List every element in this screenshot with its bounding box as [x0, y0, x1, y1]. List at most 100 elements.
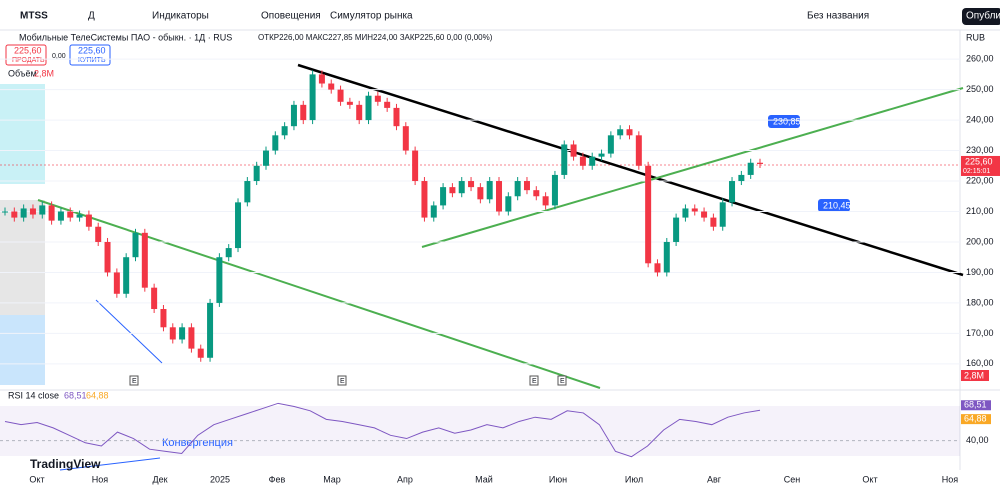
rsi-value-box [961, 400, 991, 411]
interval[interactable]: Д [88, 11, 95, 22]
x-tick-label: Окт [862, 474, 877, 484]
x-tick-label: Сен [784, 474, 801, 484]
trendline [59, 457, 161, 471]
candle [384, 101, 391, 108]
trendline [37, 199, 601, 389]
spread: 0,00 [52, 53, 66, 60]
candle [505, 196, 512, 212]
candle [458, 181, 465, 194]
candle [85, 214, 92, 227]
candle [645, 165, 652, 264]
logo: TradingView [30, 457, 101, 471]
candle [104, 241, 111, 273]
volume-value: 2,8M [34, 68, 54, 78]
candle [710, 217, 717, 227]
rsi-label: RSI 14 close [8, 390, 59, 400]
y-tick-label: 250,00 [966, 84, 994, 94]
y-tick-label: 240,00 [966, 114, 994, 124]
candle [635, 135, 642, 166]
candle [197, 348, 204, 358]
countdown: 02:15:01 [963, 168, 990, 175]
replay[interactable]: Симулятор рынка [330, 11, 413, 22]
sell-price[interactable]: 225,60 [14, 45, 42, 55]
candle [141, 232, 148, 288]
x-tick-label: Ноя [942, 474, 959, 484]
y-tick-label: 210,00 [966, 206, 994, 216]
symbol[interactable]: MTSS [20, 11, 48, 22]
candle [67, 211, 74, 218]
publish-button[interactable] [962, 8, 1000, 25]
candle [2, 211, 8, 213]
candle [337, 89, 344, 102]
price-note-text: 210,45 [823, 200, 851, 210]
alerts[interactable]: Оповещения [261, 11, 321, 22]
earnings: E [560, 378, 565, 385]
y-tick-label: 200,00 [966, 236, 994, 246]
profile-box [0, 200, 45, 315]
candle [440, 187, 447, 206]
price-note-text: 230,85 [773, 116, 801, 126]
price-note [818, 199, 850, 212]
last-price: 225,60 [965, 156, 993, 166]
buy-button[interactable] [69, 44, 111, 66]
trendline [95, 299, 163, 364]
candle [449, 187, 456, 194]
candle [626, 129, 633, 136]
y-tick-label: 230,00 [966, 145, 994, 155]
candle [561, 144, 568, 175]
candle [496, 181, 503, 212]
trendline [297, 63, 964, 277]
candle [598, 153, 605, 157]
buy[interactable]: КУПИТЬ [78, 57, 106, 64]
publish[interactable]: Опубликовать [966, 10, 1000, 22]
candle [356, 104, 363, 121]
indicators[interactable]: Индикаторы [152, 11, 209, 22]
candle [468, 181, 475, 188]
candle [57, 211, 64, 221]
ohlc: ОТКР226,00 МАКС227,85 МИН224,00 ЗАКР225,… [258, 33, 493, 42]
candle [262, 150, 269, 166]
candle [272, 135, 279, 151]
candle [663, 241, 670, 273]
candle [346, 101, 353, 105]
candle [328, 83, 335, 90]
earnings: E [132, 378, 137, 385]
candle [235, 202, 242, 249]
candle [169, 327, 176, 340]
trendline [421, 87, 964, 248]
candle [570, 144, 577, 157]
candle [551, 174, 558, 206]
volume-axis-label: 2,8M [964, 370, 984, 380]
candle [216, 257, 223, 303]
rsi-axis-label: 64,88 [964, 414, 987, 424]
candle [48, 205, 55, 221]
candle [729, 181, 736, 203]
y-tick-label: 190,00 [966, 267, 994, 277]
layout-name[interactable]: Без названия [807, 11, 869, 22]
candle [486, 181, 493, 200]
candle [20, 208, 27, 218]
sell[interactable]: ПРОДАТЬ [12, 57, 45, 64]
x-tick-label: 2025 [210, 474, 230, 484]
candle [402, 126, 409, 151]
candle [95, 226, 102, 242]
candle [477, 187, 484, 200]
candle [654, 263, 661, 273]
volume-box [961, 370, 989, 381]
earnings-markers: E E E E [129, 375, 567, 386]
volume-label: Объём [8, 68, 37, 78]
currency: RUB [966, 32, 985, 42]
candle [318, 74, 325, 84]
candle [542, 196, 549, 206]
x-tick-label: Окт [29, 474, 44, 484]
buy-price[interactable]: 225,60 [78, 45, 106, 55]
candle [253, 165, 260, 182]
candle [179, 327, 186, 340]
candle [113, 272, 120, 294]
candle [225, 248, 232, 258]
sell-button[interactable] [5, 44, 47, 66]
candle [281, 126, 288, 136]
earnings: E [340, 378, 345, 385]
legend-title: Мобильные ТелеСистемы ПАО - обыкн. · 1Д … [19, 32, 232, 42]
candle [607, 135, 614, 154]
